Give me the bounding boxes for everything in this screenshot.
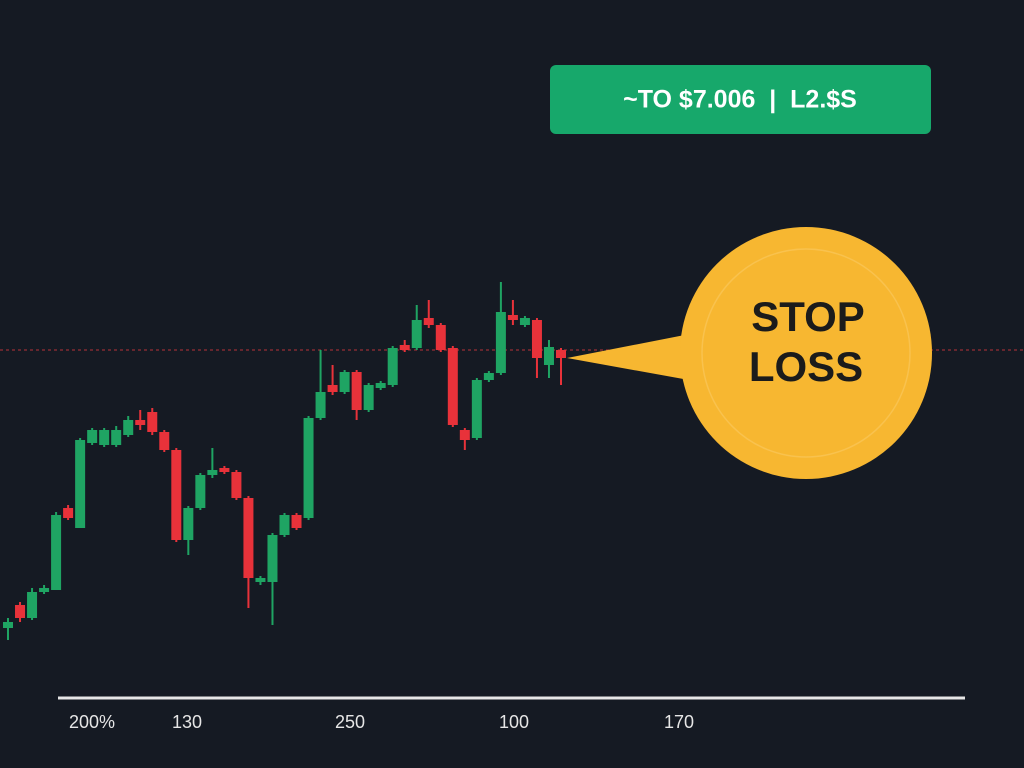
x-axis-label: 200% xyxy=(69,712,115,732)
candle-body xyxy=(183,508,194,540)
candle-body xyxy=(556,350,566,358)
plot-area xyxy=(0,282,1024,640)
x-axis-label: 100 xyxy=(499,712,529,732)
candle-body xyxy=(279,515,290,535)
candle-body xyxy=(339,372,350,392)
candle-body xyxy=(399,345,410,350)
x-axis-label: 170 xyxy=(664,712,694,732)
candle-body xyxy=(459,430,470,440)
price-banner xyxy=(550,65,931,134)
bubble-pointer xyxy=(567,332,700,382)
candle-body xyxy=(87,430,98,443)
candle-body xyxy=(219,468,230,472)
candle-body xyxy=(75,440,86,528)
candle-body xyxy=(363,385,374,410)
candle-body xyxy=(471,380,482,438)
candle-body xyxy=(123,420,134,435)
candle-body xyxy=(171,450,182,540)
candle-body xyxy=(195,475,206,508)
bubble-ring xyxy=(701,248,911,458)
candle-body xyxy=(15,605,26,618)
candle-body xyxy=(99,430,110,445)
candle-body xyxy=(51,515,62,590)
banner-text: ~TO $7.006 | L2.$S xyxy=(623,86,857,114)
candle-body xyxy=(411,320,422,348)
candle-body xyxy=(387,348,398,385)
candle-body xyxy=(159,432,170,450)
candle-body xyxy=(27,592,38,618)
stop-loss-bubble xyxy=(680,227,932,479)
candle-body xyxy=(315,392,326,418)
candle-body xyxy=(531,320,542,358)
candle-body xyxy=(111,430,122,445)
candle-body xyxy=(255,578,266,582)
candle-body xyxy=(447,348,458,425)
candle-body xyxy=(423,318,434,325)
candle-body xyxy=(243,498,254,578)
candle-body xyxy=(231,472,242,498)
candle-body xyxy=(351,372,362,410)
x-axis-label: 250 xyxy=(335,712,365,732)
annotation-line: LOSS xyxy=(749,343,863,390)
candle-body xyxy=(519,318,530,325)
candle-body xyxy=(435,325,446,350)
x-axis-label: 130 xyxy=(172,712,202,732)
candle-body xyxy=(147,412,158,432)
candle-body xyxy=(543,347,554,365)
candle-body xyxy=(327,385,338,392)
candle-body xyxy=(507,315,518,320)
candle-body xyxy=(39,588,50,592)
candle-body xyxy=(207,470,218,475)
candle-body xyxy=(3,622,13,628)
candle-body xyxy=(135,420,146,425)
candle-body xyxy=(303,418,314,518)
candle-body xyxy=(495,312,506,373)
candle-body xyxy=(63,508,74,518)
annotation-line: STOP xyxy=(751,293,865,340)
candle-body xyxy=(483,373,494,380)
candle-body xyxy=(267,535,278,582)
candle-body xyxy=(291,515,302,528)
candle-body xyxy=(375,383,386,388)
